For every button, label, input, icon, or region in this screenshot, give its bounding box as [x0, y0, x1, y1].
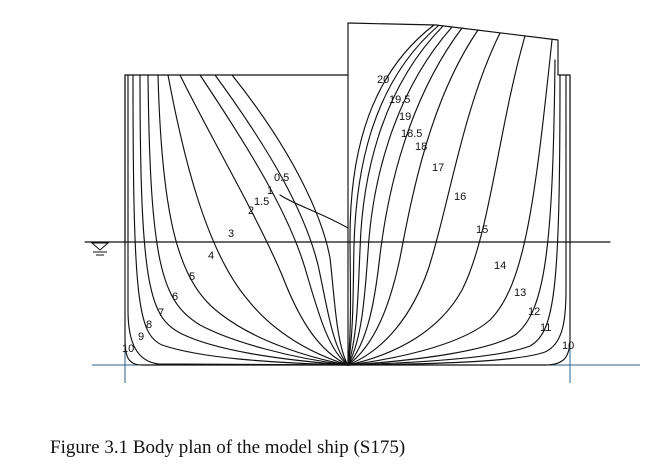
aft-station-labels: 0.5 1 1.5 2 3 4 5 6 7 8 9 10 — [122, 172, 289, 355]
label-fore-18-5: 18.5 — [401, 128, 422, 140]
fore-station-20 — [347, 24, 435, 366]
label-aft-3: 3 — [228, 228, 234, 240]
label-fore-11: 11 — [540, 322, 551, 334]
fore-station-11 — [347, 74, 567, 366]
label-aft-0-5: 0.5 — [274, 172, 289, 184]
label-fore-12: 12 — [528, 306, 540, 318]
fore-station-19-5 — [347, 25, 439, 366]
label-aft-1-5: 1.5 — [254, 196, 269, 208]
label-aft-5: 5 — [189, 271, 195, 283]
fore-station-18-5 — [347, 26, 453, 366]
aft-station-7 — [139, 74, 349, 366]
aft-station-9 — [127, 74, 349, 366]
fore-station-12 — [347, 74, 561, 366]
label-fore-18: 18 — [415, 141, 427, 153]
fore-station-10 — [347, 74, 571, 366]
label-aft-4: 4 — [208, 250, 214, 262]
aft-station-0-5 — [279, 194, 349, 229]
label-aft-10: 10 — [122, 343, 134, 355]
label-fore-10: 10 — [562, 340, 574, 352]
fore-station-15 — [347, 35, 526, 366]
aft-station-1-5 — [214, 74, 349, 366]
fore-deck-outline — [347, 22, 571, 245]
fore-station-16 — [347, 32, 501, 366]
label-aft-8: 8 — [146, 319, 152, 331]
label-fore-19-5: 19.5 — [389, 94, 410, 106]
label-fore-17: 17 — [432, 162, 444, 174]
label-fore-19: 19 — [399, 111, 411, 123]
aft-stations — [124, 74, 349, 366]
figure-caption: Figure 3.1 Body plan of the model ship (… — [50, 437, 406, 458]
label-aft-7: 7 — [158, 307, 164, 319]
label-aft-2: 2 — [248, 205, 254, 217]
aft-station-8 — [132, 74, 349, 366]
fore-station-17 — [347, 29, 479, 366]
label-aft-6: 6 — [172, 291, 178, 303]
aft-station-10 — [124, 74, 349, 366]
fore-station-13 — [347, 59, 556, 366]
label-fore-14: 14 — [494, 260, 506, 272]
aft-station-2 — [199, 74, 349, 366]
aft-station-5 — [157, 74, 349, 366]
label-fore-20: 20 — [377, 74, 389, 86]
aft-station-4 — [167, 74, 349, 366]
aft-station-3 — [179, 74, 349, 366]
fore-station-19 — [347, 25, 444, 366]
fore-stations — [347, 24, 571, 366]
label-aft-9: 9 — [138, 331, 144, 343]
label-fore-13: 13 — [514, 287, 526, 299]
label-aft-1: 1 — [267, 185, 273, 197]
fore-station-18 — [347, 27, 463, 366]
label-fore-15: 15 — [476, 224, 488, 236]
fore-station-14 — [347, 39, 553, 366]
waterline-symbol — [90, 242, 110, 256]
label-fore-16: 16 — [454, 191, 466, 203]
fore-station-labels: 20 19.5 19 18.5 18 17 16 15 14 13 12 11 … — [377, 74, 574, 352]
aft-station-1 — [231, 74, 349, 366]
aft-station-6 — [147, 74, 349, 366]
